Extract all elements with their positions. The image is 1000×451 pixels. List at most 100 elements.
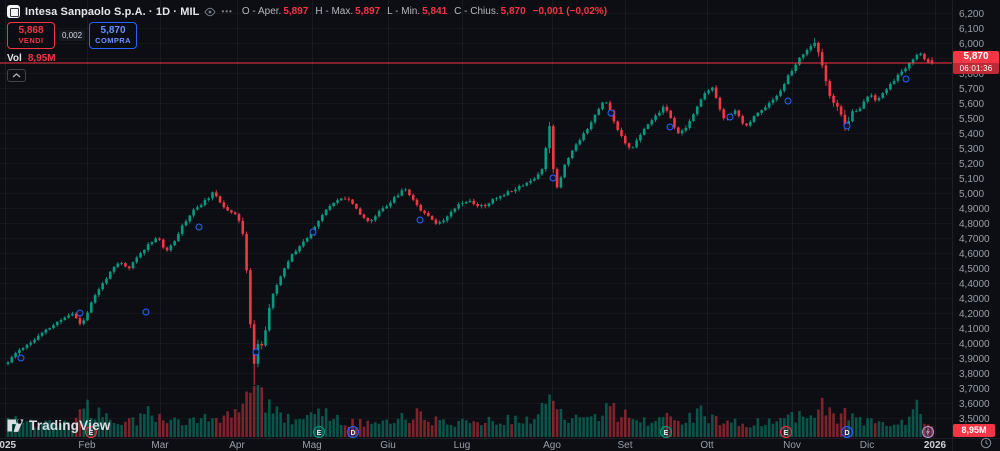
time-axis-label[interactable]: Mag bbox=[302, 440, 321, 451]
event-dot[interactable] bbox=[726, 113, 734, 121]
price-tick-label[interactable]: 5,100 bbox=[959, 174, 984, 185]
svg-text:E: E bbox=[89, 430, 94, 437]
candle bbox=[764, 107, 767, 111]
candle bbox=[25, 344, 29, 349]
volume-bar bbox=[86, 399, 89, 437]
event-dot[interactable] bbox=[607, 109, 615, 117]
candle bbox=[400, 190, 404, 196]
price-tick-label[interactable]: 3,8000 bbox=[959, 369, 990, 380]
event-dot[interactable] bbox=[76, 309, 84, 317]
event-badge-earnings[interactable]: E bbox=[313, 426, 325, 438]
volume-bar bbox=[714, 415, 718, 437]
event-dot[interactable] bbox=[666, 123, 674, 131]
event-badge-earnings[interactable]: E bbox=[85, 426, 97, 438]
volume-indicator-value: 8,95M bbox=[27, 53, 56, 65]
price-tick-label[interactable]: 5,300 bbox=[959, 144, 984, 155]
event-dot[interactable] bbox=[252, 348, 260, 356]
event-badge-dividend[interactable]: D bbox=[841, 426, 853, 438]
candle bbox=[586, 129, 589, 134]
price-tick-label[interactable]: 4,4000 bbox=[959, 279, 990, 290]
price-tick-label[interactable]: 4,9000 bbox=[959, 204, 990, 215]
volume-bar bbox=[52, 423, 55, 437]
tradingview-logo[interactable]: TradingView bbox=[7, 418, 110, 433]
candle bbox=[514, 189, 517, 192]
price-tick-label[interactable]: 5,000 bbox=[959, 189, 984, 200]
price-tick-label[interactable]: 4,5000 bbox=[959, 264, 990, 275]
price-tick-label[interactable]: 5,600 bbox=[959, 99, 984, 110]
price-tick-label[interactable]: 4,8000 bbox=[959, 219, 990, 230]
volume-bar bbox=[67, 422, 70, 437]
eye-icon[interactable] bbox=[204, 7, 217, 17]
volume-indicator-label[interactable]: Vol bbox=[7, 53, 22, 65]
event-dot[interactable] bbox=[195, 223, 203, 231]
price-tick-label[interactable]: 5,500 bbox=[959, 114, 984, 125]
sell-button[interactable]: 5,868 VENDI bbox=[7, 22, 55, 50]
price-tick-label[interactable]: 6,200 bbox=[959, 9, 984, 20]
time-axis-label[interactable]: 2026 bbox=[924, 440, 947, 451]
time-axis-label[interactable]: Lug bbox=[454, 440, 471, 451]
price-tick-label[interactable]: 5,800 bbox=[959, 69, 984, 80]
price-tick-label[interactable]: 6,000 bbox=[959, 39, 984, 50]
price-tick-label[interactable]: 4,0000 bbox=[959, 339, 990, 350]
buy-button[interactable]: 5,870 COMPRA bbox=[89, 22, 138, 50]
volume-bar bbox=[495, 424, 498, 437]
event-badge-split[interactable] bbox=[922, 426, 934, 438]
event-dot[interactable] bbox=[309, 228, 317, 236]
candle bbox=[423, 210, 426, 213]
candle bbox=[695, 106, 699, 115]
event-dot[interactable] bbox=[17, 354, 25, 362]
time-axis-label[interactable]: Feb bbox=[78, 440, 96, 451]
candle bbox=[33, 339, 36, 343]
time-axis-label[interactable]: Dic bbox=[860, 440, 874, 451]
event-badge-earnings[interactable]: E bbox=[780, 426, 792, 438]
more-options-icon[interactable]: ••• bbox=[221, 7, 233, 16]
price-tick-label[interactable]: 4,6000 bbox=[959, 249, 990, 260]
candle bbox=[639, 134, 642, 141]
event-dot[interactable] bbox=[784, 97, 792, 105]
price-tick-label[interactable]: 4,1000 bbox=[959, 324, 990, 335]
price-tick-label[interactable]: 6,100 bbox=[959, 24, 984, 35]
candle bbox=[563, 164, 566, 178]
candle bbox=[21, 348, 25, 350]
event-dot[interactable] bbox=[549, 174, 557, 182]
price-tick-label[interactable]: 5,700 bbox=[959, 84, 984, 95]
ohlc-open: O - Aper. 5,897 bbox=[241, 6, 309, 17]
price-tick-label[interactable]: 4,7000 bbox=[959, 234, 990, 245]
candle bbox=[150, 242, 154, 245]
candle bbox=[923, 53, 926, 60]
volume-bar bbox=[188, 418, 192, 437]
time-axis-label[interactable]: Set bbox=[617, 440, 632, 451]
time-axis-label[interactable]: Apr bbox=[229, 440, 245, 451]
event-dot[interactable] bbox=[902, 75, 910, 83]
price-tick-label[interactable]: 5,200 bbox=[959, 159, 984, 170]
candle bbox=[317, 220, 320, 227]
volume-bar bbox=[692, 422, 695, 437]
price-tick-label[interactable]: 5,400 bbox=[959, 129, 984, 140]
event-dot[interactable] bbox=[416, 216, 424, 224]
time-axis-label[interactable]: Mar bbox=[151, 440, 169, 451]
candle bbox=[544, 148, 548, 170]
symbol-title[interactable]: Intesa Sanpaolo S.p.A. · 1D · MIL bbox=[25, 5, 200, 18]
price-tick-label[interactable]: 4,2000 bbox=[959, 309, 990, 320]
time-axis-label[interactable]: Giu bbox=[380, 440, 396, 451]
time-axis-label[interactable]: Ott bbox=[700, 440, 714, 451]
price-tick-label[interactable]: 3,9000 bbox=[959, 354, 990, 365]
price-tick-label[interactable]: 3,6000 bbox=[959, 399, 990, 410]
price-tick-label[interactable]: 3,7000 bbox=[959, 384, 990, 395]
event-dot[interactable] bbox=[142, 308, 150, 316]
volume-bar bbox=[574, 414, 578, 437]
event-dot[interactable] bbox=[843, 122, 851, 130]
price-tick-label[interactable]: 3,5000 bbox=[959, 414, 990, 425]
price-tick-label[interactable]: 4,3000 bbox=[959, 294, 990, 305]
volume-bar bbox=[877, 421, 881, 437]
collapse-legend-button[interactable] bbox=[7, 69, 26, 83]
event-badge-earnings[interactable]: E bbox=[660, 426, 672, 438]
time-axis-label[interactable]: 2025 bbox=[0, 440, 17, 451]
time-axis-label[interactable]: Nov bbox=[783, 440, 801, 451]
event-badge-dividend[interactable]: D bbox=[347, 426, 359, 438]
candle bbox=[146, 244, 150, 250]
candle bbox=[245, 233, 248, 271]
go-to-realtime-clock-icon[interactable] bbox=[980, 437, 992, 449]
time-axis-label[interactable]: Ago bbox=[543, 440, 561, 451]
